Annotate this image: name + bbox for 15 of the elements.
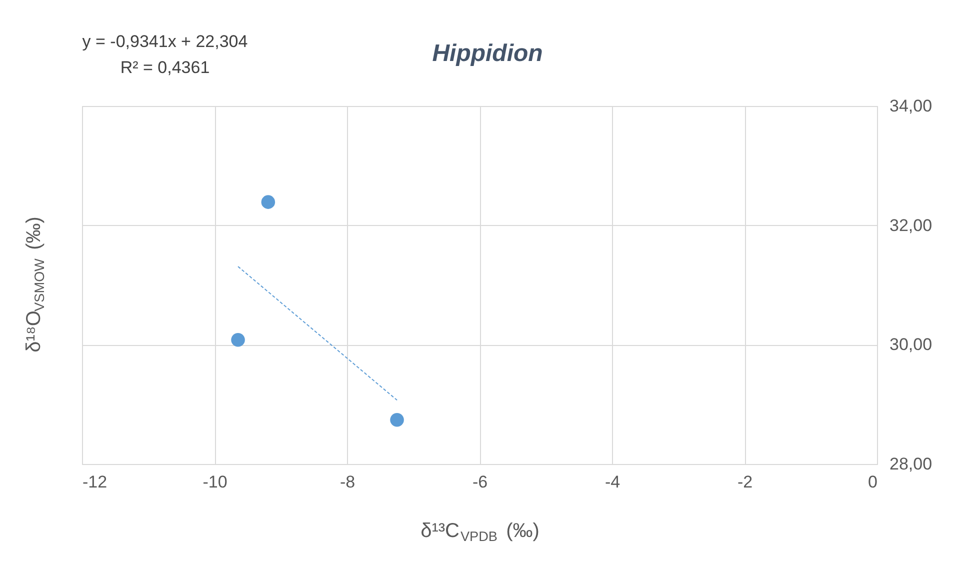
y-tick-label: 30,00 — [890, 335, 932, 354]
y-tick-label: 34,00 — [890, 96, 932, 116]
x-tick-label: -12 — [82, 472, 108, 492]
x-tick-label: -8 — [340, 472, 356, 492]
y-tick-label: 32,00 — [890, 216, 932, 235]
chart-title: Hippidion — [432, 40, 543, 67]
text: R² = 0,4361 — [120, 58, 210, 77]
x-tick-label: -4 — [604, 472, 620, 492]
x-tick-label: 0 — [868, 472, 878, 492]
text: y = -0,9341x + 22,304 — [82, 32, 248, 51]
x-tick-label: -2 — [737, 472, 753, 492]
y-axis-title: δ¹⁸OVSMOW (‰) — [23, 216, 47, 352]
x-tick-label: -10 — [202, 472, 228, 492]
y-tick-label: 28,00 — [890, 454, 932, 474]
x-tick-label: -6 — [472, 472, 488, 492]
